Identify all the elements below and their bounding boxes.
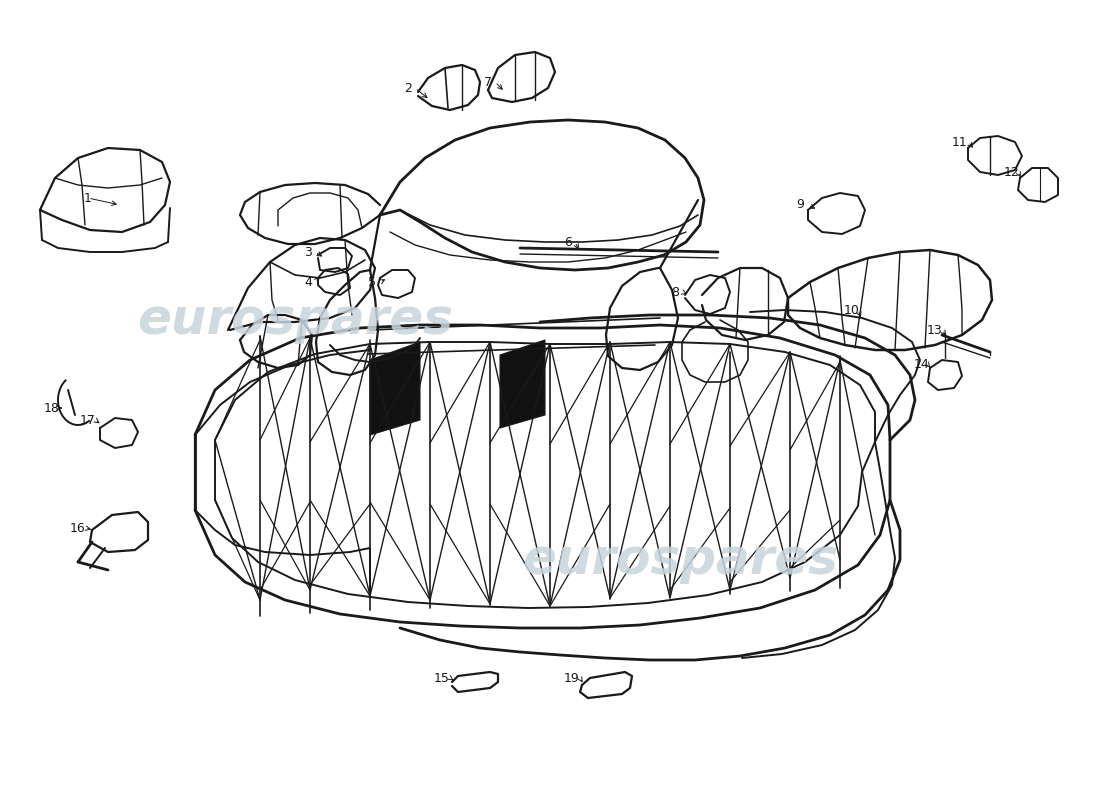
Text: 18: 18 [44, 402, 59, 414]
Text: 19: 19 [564, 671, 580, 685]
Text: 13: 13 [927, 323, 943, 337]
Text: 12: 12 [1004, 166, 1020, 178]
Text: eurospares: eurospares [138, 296, 453, 344]
Text: 7: 7 [484, 75, 492, 89]
Text: 8: 8 [671, 286, 679, 298]
Text: 11: 11 [953, 135, 968, 149]
Text: 4: 4 [304, 275, 312, 289]
Text: eurospares: eurospares [522, 536, 838, 584]
Text: 1: 1 [84, 191, 92, 205]
Text: 14: 14 [914, 358, 929, 371]
Text: 2: 2 [404, 82, 411, 94]
Text: 9: 9 [796, 198, 804, 211]
Text: 16: 16 [70, 522, 86, 534]
Text: 10: 10 [844, 303, 860, 317]
Polygon shape [370, 342, 420, 435]
Text: 3: 3 [304, 246, 312, 258]
Polygon shape [500, 340, 544, 428]
Text: 5: 5 [368, 275, 376, 289]
Text: 6: 6 [564, 235, 572, 249]
Text: 17: 17 [80, 414, 96, 426]
Text: 15: 15 [434, 671, 450, 685]
